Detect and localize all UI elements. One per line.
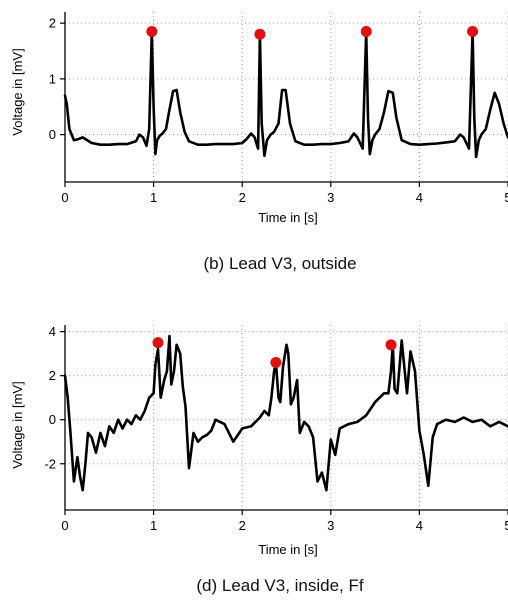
y-axis-label: Voltage in [mV] bbox=[10, 48, 25, 135]
x-axis-label: Time in [s] bbox=[258, 542, 317, 557]
axes bbox=[60, 325, 508, 515]
x-tick-label: 0 bbox=[61, 190, 68, 205]
y-axis-label: Voltage in [mV] bbox=[10, 381, 25, 468]
chart-caption: (b) Lead V3, outside bbox=[203, 254, 356, 273]
plot-area bbox=[63, 334, 508, 492]
x-tick-label: 1 bbox=[150, 518, 157, 533]
x-tick-label: 0 bbox=[61, 518, 68, 533]
y-tick-label: 2 bbox=[49, 16, 56, 31]
y-tick-label: 0 bbox=[49, 412, 56, 427]
x-axis-label: Time in [s] bbox=[258, 210, 317, 225]
x-tick-label: 5 bbox=[504, 190, 508, 205]
x-tick-label: 4 bbox=[416, 190, 423, 205]
y-tick-label: 4 bbox=[49, 324, 56, 339]
peak-marker bbox=[254, 28, 266, 40]
y-tick-label: 0 bbox=[49, 127, 56, 142]
tick-labels: 0 1 2 3 4 5 -2 0 2 4 bbox=[44, 324, 508, 533]
x-tick-label: 2 bbox=[239, 518, 246, 533]
peak-marker bbox=[467, 26, 479, 38]
x-tick-label: 3 bbox=[327, 518, 334, 533]
peak-marker bbox=[270, 356, 282, 368]
peak-marker bbox=[360, 26, 372, 38]
tick-labels: 0 1 2 3 4 5 0 1 2 bbox=[49, 16, 508, 205]
chart-caption: (d) Lead V3, inside, Ff bbox=[196, 576, 364, 595]
y-tick-label: -2 bbox=[44, 456, 56, 471]
x-tick-label: 2 bbox=[239, 190, 246, 205]
x-tick-label: 3 bbox=[327, 190, 334, 205]
series-line bbox=[63, 30, 508, 159]
axes bbox=[60, 12, 508, 187]
y-tick-label: 1 bbox=[49, 71, 56, 86]
peak-marker bbox=[385, 339, 397, 351]
x-tick-label: 1 bbox=[150, 190, 157, 205]
peak-marker bbox=[146, 26, 158, 38]
chart-lead-v3-outside: 0 1 2 3 4 5 0 1 2 Time in [s] Voltage in [mV] (b… bbox=[10, 12, 508, 273]
y-tick-label: 2 bbox=[49, 368, 56, 383]
series-line bbox=[63, 334, 508, 492]
plot-area bbox=[63, 26, 508, 159]
peak-marker bbox=[152, 337, 164, 349]
x-tick-label: 5 bbox=[504, 518, 508, 533]
x-tick-label: 4 bbox=[416, 518, 423, 533]
